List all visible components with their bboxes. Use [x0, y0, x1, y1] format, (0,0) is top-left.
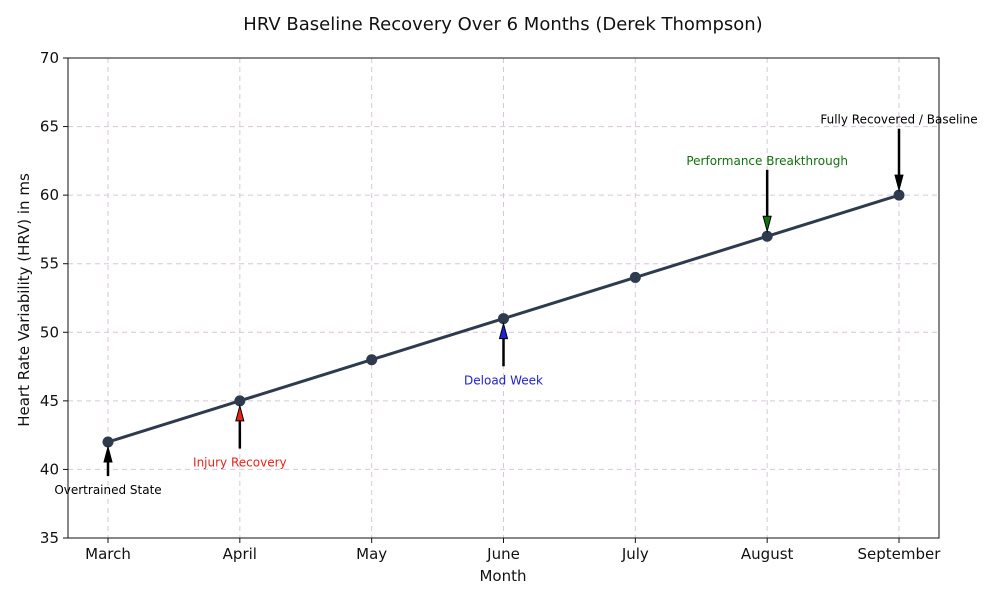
- data-point: [629, 271, 641, 283]
- y-tick-label: 55: [40, 255, 59, 273]
- y-tick-label: 40: [40, 460, 59, 478]
- y-tick-label: 65: [40, 118, 59, 136]
- annotation-label: Fully Recovered / Baseline: [820, 113, 977, 127]
- annotation: Overtrained State: [54, 445, 162, 497]
- x-tick-label: June: [486, 545, 520, 563]
- y-axis-label: Heart Rate Variability (HRV) in ms: [15, 173, 33, 427]
- annotation-label: Injury Recovery: [193, 456, 287, 470]
- x-tick-label: April: [223, 545, 257, 563]
- data-point: [234, 395, 246, 407]
- annotation-label: Overtrained State: [54, 483, 161, 497]
- annotation: Performance Breakthrough: [686, 154, 848, 234]
- annotation: Injury Recovery: [193, 403, 287, 470]
- series-layer: [102, 189, 905, 448]
- data-point: [893, 189, 905, 201]
- annotation-arrow-head: [235, 403, 245, 422]
- data-point: [498, 313, 509, 325]
- annotation-label: Performance Breakthrough: [686, 154, 848, 168]
- y-tick-label: 60: [40, 186, 59, 204]
- y-tick-label: 45: [40, 392, 59, 410]
- annotation-label: Deload Week: [464, 373, 543, 387]
- x-tick-label: July: [621, 545, 649, 563]
- annotation-arrow-head: [498, 321, 509, 340]
- y-tick-label: 35: [40, 529, 59, 547]
- annotation: Fully Recovered / Baseline: [820, 113, 978, 193]
- y-tick-label: 70: [40, 49, 59, 67]
- y-tick-label: 50: [40, 323, 59, 341]
- annotation-arrow-head: [762, 215, 772, 234]
- annotation-layer: Overtrained State Injury Recovery Deload W…: [54, 113, 977, 497]
- x-tick-label: August: [741, 545, 794, 563]
- chart-title: HRV Baseline Recovery Over 6 Months (Der…: [243, 14, 762, 35]
- x-axis-label: Month: [479, 567, 526, 585]
- annotation-arrow-head: [894, 174, 904, 193]
- data-point: [366, 354, 378, 366]
- data-point: [761, 230, 773, 242]
- annotation-arrow-head: [103, 445, 113, 463]
- annotation: Deload Week: [464, 321, 543, 387]
- x-axis-ticks: March April May June July August September: [85, 538, 941, 563]
- y-axis-ticks: 35 40 45 50 55 60 65 70: [40, 49, 68, 547]
- x-tick-label: May: [356, 545, 387, 563]
- x-tick-label: September: [858, 545, 942, 563]
- data-point: [102, 436, 114, 448]
- x-tick-label: March: [85, 545, 131, 563]
